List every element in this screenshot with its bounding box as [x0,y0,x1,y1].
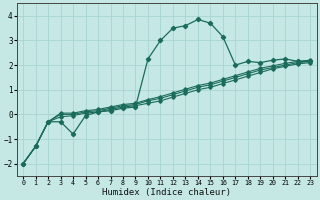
X-axis label: Humidex (Indice chaleur): Humidex (Indice chaleur) [102,188,231,197]
